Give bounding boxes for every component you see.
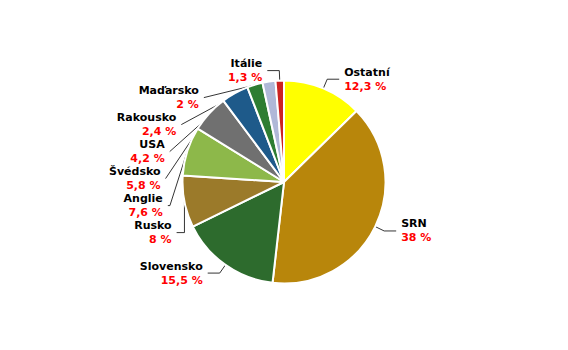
svg-text:Itálie: Itálie (231, 57, 263, 70)
svg-text:Anglie: Anglie (124, 192, 163, 205)
svg-text:Slovensko: Slovensko (140, 260, 203, 273)
svg-text:Švédsko: Švédsko (109, 165, 161, 178)
svg-text:Rakousko: Rakousko (117, 111, 177, 124)
svg-text:Rusko: Rusko (134, 219, 172, 232)
svg-text:Maďarsko: Maďarsko (139, 84, 200, 97)
svg-text:2 %: 2 % (176, 98, 199, 111)
svg-text:1,3 %: 1,3 % (228, 71, 262, 84)
svg-text:Ostatní: Ostatní (344, 66, 391, 79)
svg-text:7,6 %: 7,6 % (128, 206, 162, 219)
svg-text:8 %: 8 % (149, 233, 172, 246)
svg-text:4,2 %: 4,2 % (130, 152, 164, 165)
svg-text:12,3 %: 12,3 % (344, 80, 386, 93)
svg-text:38 %: 38 % (401, 231, 431, 244)
svg-text:2,4 %: 2,4 % (142, 125, 176, 138)
svg-text:15,5 %: 15,5 % (161, 274, 203, 287)
svg-text:5,8 %: 5,8 % (126, 179, 160, 192)
svg-text:USA: USA (139, 138, 165, 151)
svg-text:SRN: SRN (401, 217, 427, 230)
